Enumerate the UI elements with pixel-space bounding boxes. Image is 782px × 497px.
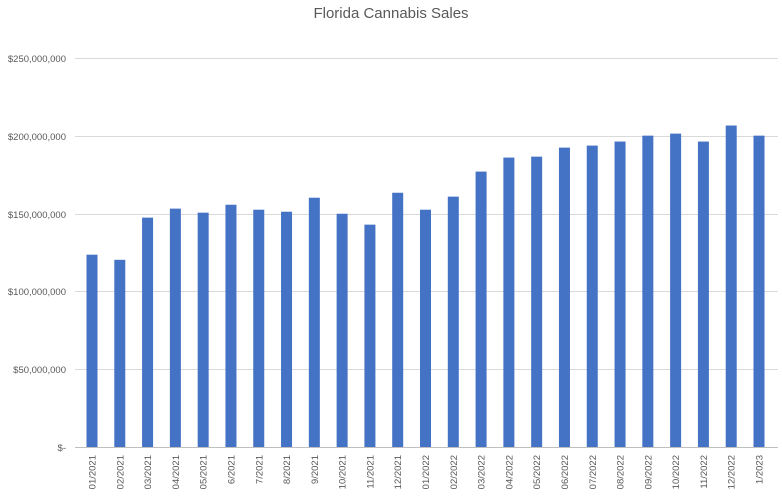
bar — [725, 125, 737, 448]
bar — [197, 212, 209, 447]
bar — [364, 224, 376, 447]
x-tick-label: 05/2021 — [199, 455, 210, 489]
bar — [225, 204, 237, 447]
bar — [531, 156, 543, 448]
bar — [336, 213, 348, 447]
bar — [558, 147, 570, 447]
bar — [586, 145, 598, 448]
x-tick-label: 1/2023 — [755, 455, 766, 484]
x-tick-label: 11/2022 — [699, 455, 710, 489]
bar — [697, 141, 709, 448]
bar — [281, 211, 293, 447]
x-tick-label: 05/2022 — [532, 455, 543, 489]
bar — [614, 141, 626, 448]
y-tick-label: $250,000,000 — [8, 54, 66, 65]
x-tick-label: 11/2021 — [365, 455, 376, 489]
bar — [169, 208, 181, 447]
bar — [86, 254, 98, 447]
x-tick-label: 04/2021 — [171, 455, 182, 489]
bar — [308, 197, 320, 447]
y-tick-label: $50,000,000 — [13, 365, 66, 376]
x-tick-label: 02/2022 — [449, 455, 460, 489]
bar — [253, 209, 265, 447]
x-tick-label: 12/2022 — [727, 455, 738, 489]
bar — [447, 196, 459, 447]
x-tick-label: 6/2021 — [226, 455, 237, 484]
y-tick-label: $- — [58, 443, 66, 454]
bar — [642, 135, 654, 447]
x-tick-label: 07/2022 — [588, 455, 599, 489]
x-tick-label: 10/2021 — [338, 455, 349, 489]
bar — [503, 157, 515, 448]
x-tick-label: 06/2022 — [560, 455, 571, 489]
x-tick-label: 8/2021 — [282, 455, 293, 484]
y-tick-label: $150,000,000 — [8, 210, 66, 221]
bar — [670, 133, 682, 448]
x-tick-label: 12/2021 — [393, 455, 404, 489]
bar — [392, 192, 404, 447]
chart-title: Florida Cannabis Sales — [313, 5, 469, 22]
x-tick-label: 9/2021 — [310, 455, 321, 484]
x-tick-label: 08/2022 — [616, 455, 627, 489]
bar — [142, 217, 154, 447]
bar — [420, 209, 431, 447]
x-tick-label: 7/2021 — [254, 455, 265, 484]
y-tick-label: $200,000,000 — [8, 132, 66, 143]
x-tick-label: 09/2022 — [643, 455, 654, 489]
bar — [475, 171, 487, 447]
x-tick-label: 03/2022 — [477, 455, 488, 489]
bar — [114, 259, 126, 447]
x-tick-label: 03/2021 — [143, 455, 154, 489]
bar — [753, 135, 765, 447]
x-tick-label: 04/2022 — [504, 455, 515, 489]
x-tick-label: 10/2022 — [671, 455, 682, 489]
x-tick-label: 01/2022 — [421, 455, 432, 489]
x-tick-label: 01/2021 — [88, 455, 99, 489]
x-tick-label: 02/2021 — [115, 455, 126, 489]
y-tick-label: $100,000,000 — [8, 287, 66, 298]
